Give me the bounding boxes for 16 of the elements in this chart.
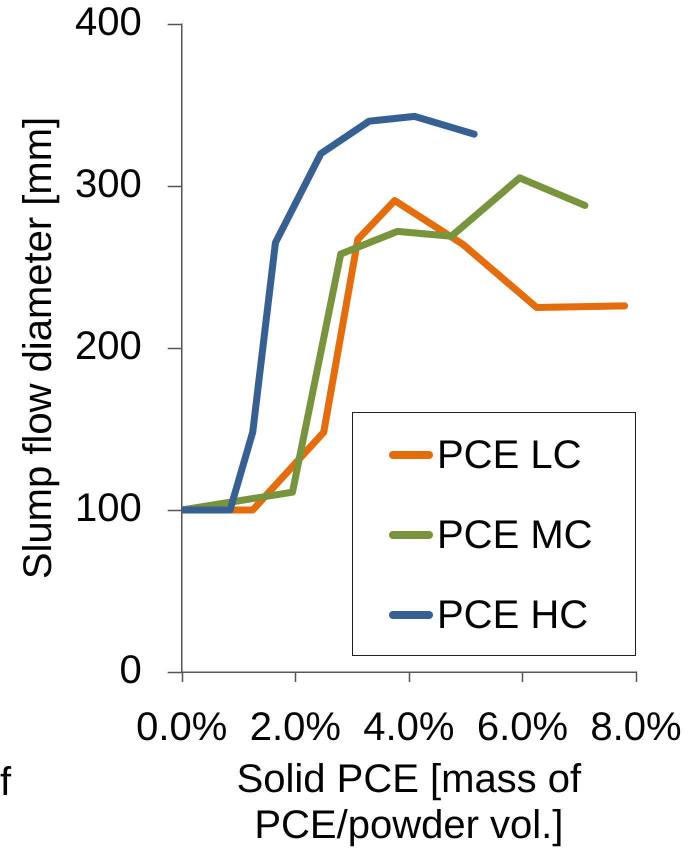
y-axis-title: Slump flow diameter [mm] xyxy=(16,116,60,580)
x-tick-label: 6.0% xyxy=(476,705,568,750)
legend-label: PCE MC xyxy=(437,513,593,557)
text: f xyxy=(0,760,12,804)
y-tick-label: 200 xyxy=(74,324,142,368)
x-tick-label: 4.0% xyxy=(363,705,454,750)
legend-label: PCE HC xyxy=(437,593,588,637)
x-tick-label: 2.0% xyxy=(250,705,341,750)
x-axis-title: Solid PCE [mass of PCE/powder vol.] xyxy=(236,757,582,848)
y-tick-label: 0 xyxy=(119,648,142,692)
y-tick-label: 400 xyxy=(74,0,142,44)
legend-label: PCE LC xyxy=(437,433,582,477)
y-tick-label: 300 xyxy=(74,162,142,206)
x-tick-label: 0.0% xyxy=(136,705,228,750)
y-tick-label: 100 xyxy=(74,486,142,530)
x-tick-label: 8.0% xyxy=(590,705,682,750)
